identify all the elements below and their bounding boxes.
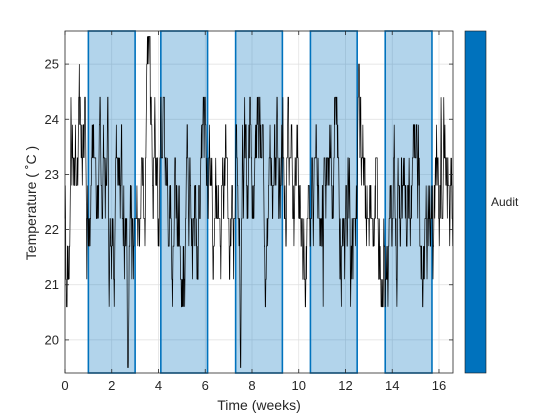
y-tick-label-5: 25 — [45, 57, 59, 72]
x-tick-label-6: 12 — [338, 378, 352, 393]
x-tick-labels: 0 2 4 6 8 10 12 14 16 — [61, 378, 446, 393]
x-tick-label-7: 14 — [385, 378, 399, 393]
legend: Audit — [464, 30, 519, 374]
y-tick-labels: 20 21 22 23 24 25 — [45, 57, 59, 348]
y-axis-label: Temperature ( ˚C ) — [23, 146, 39, 260]
y-tick-label-4: 24 — [45, 112, 59, 127]
temperature-line — [64, 36, 454, 368]
temperature-series — [64, 36, 454, 368]
x-tick-label-4: 8 — [248, 378, 255, 393]
x-tick-label-3: 6 — [202, 378, 209, 393]
legend-label-audit: Audit — [491, 195, 519, 209]
x-axis-label: Time (weeks) — [217, 397, 301, 413]
axes — [64, 30, 454, 374]
x-tick-label-5: 10 — [292, 378, 306, 393]
audit-region-2 — [234, 30, 284, 374]
axes-box — [64, 30, 454, 374]
x-tick-label-8: 16 — [432, 378, 446, 393]
x-tick-label-1: 2 — [108, 378, 115, 393]
x-tick-label-0: 0 — [61, 378, 68, 393]
y-tick-label-1: 21 — [45, 277, 59, 292]
y-tick-label-0: 20 — [45, 332, 59, 347]
legend-swatch-audit — [464, 30, 487, 374]
audit-region-0 — [87, 30, 136, 374]
x-tick-label-2: 4 — [155, 378, 162, 393]
y-tick-label-3: 23 — [45, 167, 59, 182]
plot-area — [65, 31, 453, 373]
plot-background — [65, 31, 453, 373]
y-tick-label-2: 22 — [45, 222, 59, 237]
